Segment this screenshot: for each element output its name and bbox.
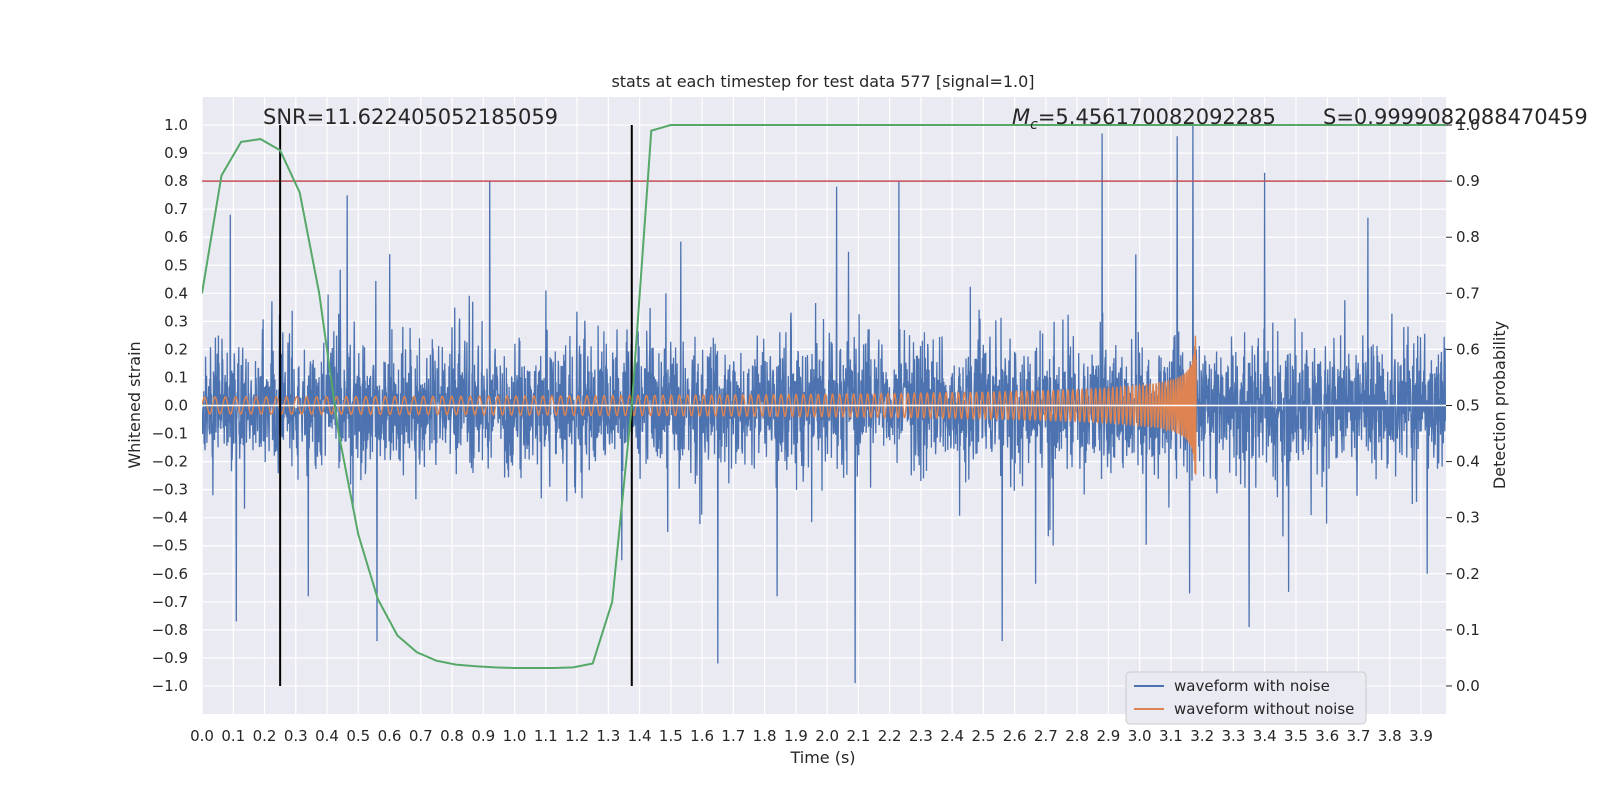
- y-ticks-left: 1.0 0.9 0.8 0.7 0.6 0.5 0.4 0.3 0.2 0.1 0.0 −0.1 −0.…: [152, 116, 188, 695]
- chirp-mass-symbol: M: [1012, 105, 1030, 129]
- x-tick-label: 1.3: [596, 727, 620, 745]
- y-tick-label-left: −1.0: [152, 677, 188, 695]
- y-tick-label-right: 0.5: [1456, 397, 1480, 415]
- y-tick-label-left: 0.2: [164, 340, 188, 358]
- y-tick-label-right: 0.3: [1456, 509, 1480, 527]
- y-tick-label-left: −0.6: [152, 565, 188, 583]
- y-tick-label-right: 0.4: [1456, 453, 1480, 471]
- x-tick-label: 2.0: [815, 727, 839, 745]
- chirp-mass-annotation: Mc=5.456170082092285: [1012, 105, 1276, 133]
- y-tick-label-right: 0.1: [1456, 621, 1480, 639]
- y-tick-label-left: 0.8: [164, 172, 188, 190]
- chirp-mass-subscript: c: [1030, 117, 1038, 133]
- y-tick-label-left: 0.3: [164, 312, 188, 330]
- x-tick-label: 1.7: [721, 727, 745, 745]
- x-tick-label: 0.1: [221, 727, 245, 745]
- y-ticks-right: 1.0 0.9 0.8 0.7 0.6 0.5 0.4 0.3 0.2 0.1 0.0: [1446, 116, 1480, 695]
- y-tick-label-right: 0.7: [1456, 284, 1480, 302]
- x-tick-label: 0.8: [440, 727, 464, 745]
- y-tick-label-left: −0.5: [152, 537, 188, 555]
- x-tick-label: 1.5: [659, 727, 683, 745]
- x-tick-label: 2.3: [909, 727, 933, 745]
- x-ticks: 0.0 0.1 0.2 0.3 0.4 0.5 0.6 0.7 0.8 0.9 1.0 1.1 1.2 1…: [190, 727, 1433, 745]
- x-tick-label: 3.0: [1128, 727, 1152, 745]
- x-tick-label: 3.7: [1347, 727, 1371, 745]
- y-tick-label-left: 0.9: [164, 144, 188, 162]
- series-waveform-without-noise: [202, 335, 1209, 475]
- x-tick-label: 1.6: [690, 727, 714, 745]
- y-tick-label-left: −0.9: [152, 649, 188, 667]
- x-tick-label: 3.9: [1409, 727, 1433, 745]
- s-annotation: S=0.9999082088470459: [1323, 105, 1588, 129]
- y-tick-label-left: 0.1: [164, 368, 188, 386]
- x-tick-label: 0.3: [284, 727, 308, 745]
- y-tick-label-left: −0.7: [152, 593, 188, 611]
- y-tick-label-left: −0.3: [152, 481, 188, 499]
- y-tick-label-left: −0.4: [152, 509, 188, 527]
- y-tick-label-left: −0.8: [152, 621, 188, 639]
- snr-annotation: SNR=11.622405052185059: [263, 105, 558, 129]
- legend-entry-clean: waveform without noise: [1174, 700, 1354, 718]
- series-waveform-with-noise: [202, 124, 1446, 684]
- x-tick-label: 0.4: [315, 727, 339, 745]
- y-axis-label-left: Whitened strain: [125, 341, 144, 468]
- x-tick-label: 1.8: [753, 727, 777, 745]
- plot-contents: [202, 124, 1446, 686]
- y-tick-label-right: 0.0: [1456, 677, 1480, 695]
- y-tick-label-right: 0.6: [1456, 340, 1480, 358]
- x-tick-label: 2.8: [1065, 727, 1089, 745]
- x-tick-label: 1.9: [784, 727, 808, 745]
- x-tick-label: 1.4: [628, 727, 652, 745]
- legend-entry-noise: waveform with noise: [1174, 677, 1330, 695]
- y-axis-label-right: Detection probability: [1490, 321, 1509, 489]
- series-detection-probability: [202, 124, 1446, 669]
- y-tick-label-left: 0.4: [164, 284, 188, 302]
- y-tick-label-left: 0.0: [164, 397, 188, 415]
- chart-title: stats at each timestep for test data 577…: [611, 72, 1034, 91]
- y-tick-label-left: 0.6: [164, 228, 188, 246]
- x-tick-label: 3.5: [1284, 727, 1308, 745]
- x-tick-label: 2.9: [1097, 727, 1121, 745]
- x-tick-label: 3.2: [1190, 727, 1214, 745]
- x-tick-label: 2.4: [940, 727, 964, 745]
- y-tick-label-left: 1.0: [164, 116, 188, 134]
- y-tick-label-right: 1.0: [1456, 116, 1480, 134]
- x-tick-label: 1.1: [534, 727, 558, 745]
- x-tick-label: 2.5: [971, 727, 995, 745]
- x-tick-label: 3.4: [1253, 727, 1277, 745]
- x-tick-label: 1.0: [503, 727, 527, 745]
- x-tick-label: 0.0: [190, 727, 214, 745]
- legend-box: [1125, 671, 1367, 725]
- y-tick-label-left: −0.1: [152, 425, 188, 443]
- x-axis-label: Time (s): [789, 748, 855, 767]
- legend: waveform with noise waveform without noi…: [1125, 671, 1367, 725]
- y-tick-label-right: 0.9: [1456, 172, 1480, 190]
- x-tick-label: 2.7: [1034, 727, 1058, 745]
- x-tick-label: 3.6: [1315, 727, 1339, 745]
- x-tick-label: 1.2: [565, 727, 589, 745]
- x-tick-label: 0.5: [346, 727, 370, 745]
- y-tick-label-right: 0.2: [1456, 565, 1480, 583]
- x-tick-label: 0.2: [253, 727, 277, 745]
- x-tick-label: 3.8: [1378, 727, 1402, 745]
- x-tick-label: 0.9: [471, 727, 495, 745]
- x-tick-label: 2.1: [846, 727, 870, 745]
- x-tick-label: 3.3: [1222, 727, 1246, 745]
- x-tick-label: 0.7: [409, 727, 433, 745]
- y-tick-label-left: −0.2: [152, 453, 188, 471]
- y-tick-label-left: 0.7: [164, 200, 188, 218]
- y-tick-label-right: 0.8: [1456, 228, 1480, 246]
- x-tick-label: 2.2: [878, 727, 902, 745]
- chirp-mass-value: =5.456170082092285: [1038, 105, 1276, 129]
- series-layer: [202, 124, 1446, 686]
- y-tick-label-left: 0.5: [164, 256, 188, 274]
- x-tick-label: 2.6: [1003, 727, 1027, 745]
- x-tick-label: 3.1: [1159, 727, 1183, 745]
- x-tick-label: 0.6: [378, 727, 402, 745]
